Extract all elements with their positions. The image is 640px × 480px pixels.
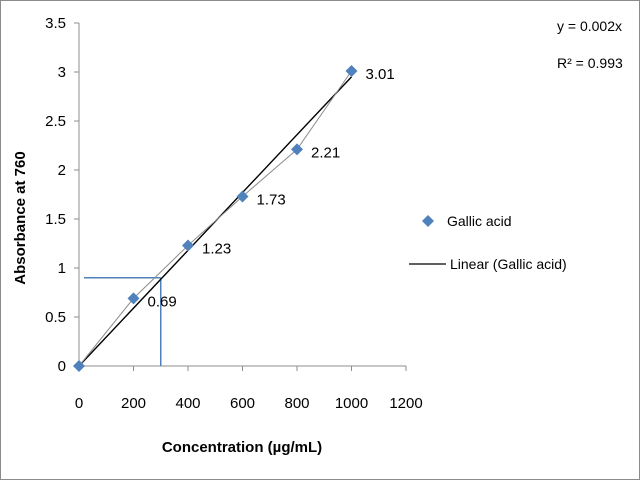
data-point-diamond [182,239,194,252]
legend-marker-diamond [422,215,434,227]
x-tick-label: 0 [75,395,83,412]
y-tick-label: 1 [58,260,66,277]
x-tick-label: 1200 [389,395,422,412]
x-tick-label: 600 [230,395,255,412]
data-point-diamond [73,360,85,372]
trend-equation: y = 0.002x [557,18,622,34]
data-point-diamond [291,143,303,156]
y-tick-label: 0 [58,358,66,375]
y-tick-label: 3.5 [45,15,66,32]
data-label: 1.73 [257,191,286,208]
data-label: 0.69 [148,293,177,310]
x-tick-label: 400 [175,395,200,412]
data-label: 3.01 [366,66,395,83]
trendline-group [78,70,353,367]
r-squared: R² = 0.993 [557,55,623,71]
series-connector-line [78,70,352,367]
reference-lines [84,277,162,366]
x-axis-title: Concentration (µg/mL) [162,439,322,456]
y-tick-label: 0.5 [45,309,66,326]
x-tick-label: 800 [284,395,309,412]
legend-label-trendline: Linear (Gallic acid) [450,256,567,272]
data-point-diamond [236,190,249,203]
data-label: 2.21 [311,144,340,161]
legend-label-series: Gallic acid [447,213,512,229]
legend: Gallic acid Linear (Gallic acid) [409,213,567,272]
y-tick-label: 1.5 [45,211,66,228]
y-tick-label: 2.5 [45,113,66,130]
x-tick-label: 200 [121,395,146,412]
data-point-diamond [345,65,358,78]
data-labels: 0.69 1.23 1.73 2.21 3.01 [148,66,395,310]
data-label: 1.23 [202,240,231,257]
data-point-diamond [127,292,140,305]
data-points [73,65,358,372]
y-axis-title: Absorbance at 760 [12,151,29,284]
x-tick-label: 1000 [335,395,368,412]
y-tick-label: 2 [58,162,66,179]
y-tick-label: 3 [58,64,66,81]
tick-labels: 0 200 400 600 800 1000 1200 0 0.5 1 1.5 2 2.5 3 3.5 [45,15,423,412]
